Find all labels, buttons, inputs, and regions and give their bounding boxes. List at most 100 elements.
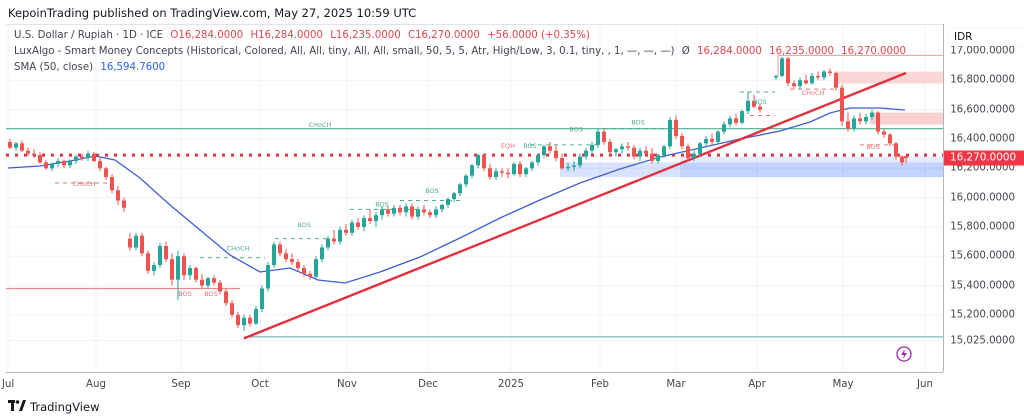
candle-up — [434, 209, 438, 216]
candle-up — [50, 163, 54, 169]
candle-down — [734, 118, 738, 123]
candle-up — [692, 153, 696, 159]
candle-up — [704, 138, 708, 144]
candle-down — [828, 71, 832, 73]
smc-label-bos: BOS — [425, 187, 439, 195]
candle-down — [278, 244, 282, 254]
time-axis[interactable]: Jul Aug Sep Oct Nov Dec 2025 Feb Mar Apr May Jun — [2, 372, 943, 397]
candle-down — [38, 155, 42, 163]
candle-down — [428, 212, 432, 216]
candle-up — [470, 165, 474, 176]
price-tick-label: 15,800.0000 — [950, 221, 1015, 233]
candle-down — [92, 153, 96, 161]
smc-label-eqh: EQH — [501, 142, 515, 150]
candle-down — [882, 131, 886, 135]
candle-up — [74, 156, 78, 161]
smc-value-1: 16,284.0000 — [697, 46, 762, 57]
time-tick-label: Jul — [1, 379, 15, 390]
time-tick-label: Apr — [748, 379, 766, 390]
smc-value-3: 16,270.0000 — [841, 46, 906, 57]
candle-up — [134, 235, 138, 248]
candle-up — [152, 265, 156, 271]
candle-down — [602, 131, 606, 142]
candle-down — [122, 200, 126, 208]
candle-down — [686, 146, 690, 159]
smc-label-choch: CHoCH — [73, 180, 96, 188]
candle-up — [452, 193, 456, 200]
candle-down — [858, 118, 862, 122]
candle-up — [822, 71, 826, 78]
time-tick-label: Aug — [86, 379, 106, 390]
smc-value-2: 16,235.0000 — [769, 46, 834, 57]
candle-down — [248, 317, 252, 324]
candle-down — [236, 314, 240, 326]
currency-label[interactable]: IDR — [948, 28, 1024, 46]
candle-down — [116, 190, 120, 201]
last-price-tag: 16,270.0000 — [944, 150, 1024, 166]
smc-label-bos: BOS — [375, 200, 389, 208]
smc-label-bos: BOS — [204, 290, 218, 298]
uptrend-line — [243, 71, 907, 340]
candle-up — [272, 244, 276, 266]
ohlc-row: U.S. Dollar / Rupiah · 1D · ICE O16,284.… — [14, 28, 906, 44]
price-tick-label: 17,000.0000 — [950, 45, 1015, 57]
candle-down — [900, 156, 904, 163]
candle-down — [182, 256, 186, 276]
candle-down — [674, 119, 678, 137]
candle-down — [284, 253, 288, 260]
candle-down — [20, 143, 24, 151]
sma-indicator-row: SMA (50, close) 16,594.7600 — [14, 60, 906, 76]
candle-up — [242, 317, 246, 326]
symbol-label[interactable]: U.S. Dollar / Rupiah · 1D · ICE — [14, 30, 164, 41]
candle-down — [194, 267, 198, 280]
candle-down — [488, 168, 492, 178]
candle-down — [164, 245, 168, 260]
candle-up — [662, 146, 666, 156]
candle-up — [852, 118, 856, 129]
candle-down — [904, 155, 908, 159]
candle-down — [290, 259, 294, 263]
candle-up — [524, 168, 528, 175]
candle-down — [110, 177, 114, 191]
candle-down — [422, 209, 426, 213]
smc-label-choch: CHoCH — [802, 89, 825, 97]
change-value: +56.0000 (+0.35%) — [487, 30, 590, 41]
lightning-alert-icon[interactable] — [896, 346, 912, 362]
candle-up — [596, 131, 600, 145]
candle-down — [846, 121, 850, 129]
candle-down — [554, 150, 558, 159]
price-tick-label: 15,600.0000 — [950, 250, 1015, 262]
candle-up — [404, 206, 408, 213]
candle-down — [218, 282, 222, 292]
publisher-caption: KepoinTrading published on TradingView.c… — [8, 6, 417, 20]
candle-down — [804, 80, 808, 84]
candle-up — [14, 143, 18, 148]
price-tick-label: 16,800.0000 — [950, 74, 1015, 86]
candle-down — [8, 141, 12, 148]
price-chart[interactable]: CHoCH CHoCH BOS BOS CHoCH BOS BOS BOS EQH BOS BOS B… — [0, 0, 943, 372]
candle-up — [440, 204, 444, 210]
candle-up — [494, 171, 498, 178]
candle-up — [722, 124, 726, 132]
smc-indicator-label[interactable]: LuxAlgo - Smart Money Concepts (Historic… — [14, 46, 675, 57]
chart-pane[interactable] — [6, 24, 1024, 373]
candle-up — [698, 143, 702, 154]
lightning-bolt-icon — [901, 349, 907, 359]
candle-up — [590, 144, 594, 151]
tradingview-logo-icon — [8, 400, 26, 414]
candle-down — [710, 138, 714, 142]
sma-indicator-label[interactable]: SMA (50, close) — [14, 62, 94, 73]
candle-down — [80, 156, 84, 159]
candle-up — [464, 175, 468, 185]
candle-down — [888, 134, 892, 144]
candle-up — [530, 162, 534, 169]
sma-value: 16,594.7600 — [100, 62, 166, 73]
price-axis[interactable]: 17,000.0000 16,800.0000 16,600.0000 16,400.… — [943, 24, 1024, 372]
candle-down — [224, 291, 228, 304]
candle-up — [870, 112, 874, 117]
price-tick-label: 15,025.0000 — [950, 335, 1015, 347]
candle-down — [170, 259, 174, 280]
smc-label-bos: BOS — [178, 290, 192, 298]
candle-down — [368, 218, 372, 222]
chart-legend: U.S. Dollar / Rupiah · 1D · ICE O16,284.… — [14, 28, 906, 76]
